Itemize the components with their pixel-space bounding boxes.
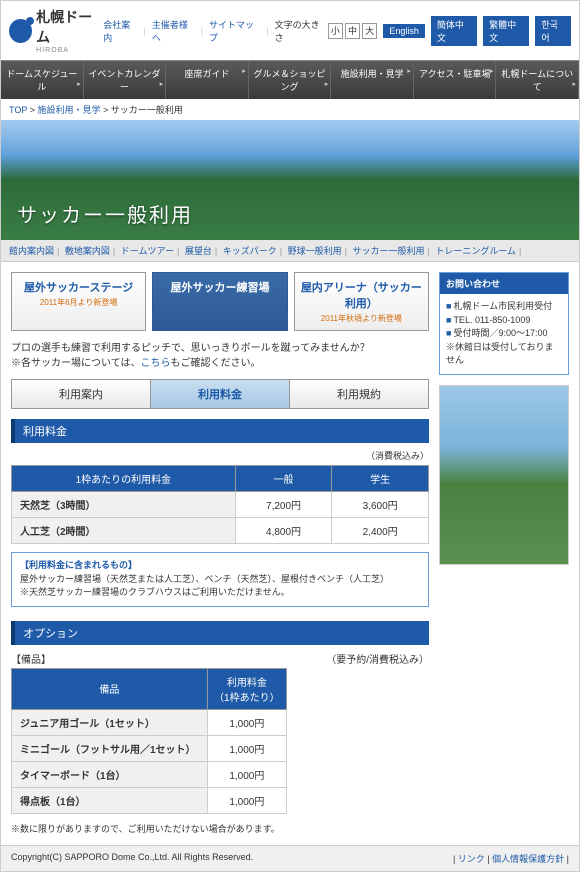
global-nav: ドームスケジュール イベントカレンダー 座席ガイド グルメ＆ショッピング 施設利… [1, 60, 579, 99]
font-size-switcher: 文字の大きさ 小 中 大 [275, 18, 378, 44]
gnav-schedule[interactable]: ドームスケジュール [1, 61, 84, 99]
gnav-gourmet[interactable]: グルメ＆ショッピング [249, 61, 332, 99]
table-row: 天然芝（3時間） 7,200円 3,600円 [12, 492, 429, 518]
sn-soccer[interactable]: サッカー一般利用 [352, 246, 424, 256]
tab-price[interactable]: 利用料金 [151, 380, 290, 408]
copyright: Copyright(C) SAPPORO Dome Co.,Ltd. All R… [11, 852, 253, 865]
sn-baseball[interactable]: 野球一般利用 [288, 246, 342, 256]
link-company[interactable]: 会社案内 [103, 18, 137, 44]
contact-box: お問い合わせ ■札幌ドーム市民利用受付 ■TEL. 011-850-1009 ■… [439, 272, 569, 375]
header-links: 会社案内| 主催者様へ| サイトマップ| 文字の大きさ 小 中 大 Englis… [103, 16, 571, 46]
contact-title: お問い合わせ [440, 273, 568, 294]
tab-guide[interactable]: 利用案内 [12, 380, 151, 408]
font-small[interactable]: 小 [328, 23, 343, 39]
bc-top[interactable]: TOP [9, 105, 27, 115]
intro-link[interactable]: こちら [141, 358, 171, 369]
table-row: 得点板（1台）1,000円 [12, 787, 287, 813]
site-name: 札幌ドーム [36, 7, 103, 47]
stage-tab-indoor-arena[interactable]: 屋内アリーナ（サッカー利用） 2011年秋頃より新登場 [294, 272, 429, 331]
logo[interactable]: 札幌ドーム HIROBA [9, 7, 103, 54]
gnav-about[interactable]: 札幌ドームについて [496, 61, 579, 99]
lang-en[interactable]: English [383, 24, 425, 38]
footer-link[interactable]: リンク [458, 854, 485, 864]
footer-privacy[interactable]: 個人情報保護方針 [492, 854, 564, 864]
sn-training[interactable]: トレーニングルーム [435, 246, 516, 256]
gnav-facility[interactable]: 施設利用・見学 [331, 61, 414, 99]
tax-note: （消費税込み） [11, 449, 429, 462]
sub-nav: 館内案内図| 敷地案内図| ドームツアー| 展望台| キッズパーク| 野球一般利… [1, 240, 579, 262]
lang-zh1[interactable]: 簡体中文 [431, 16, 477, 46]
price-section-title: 利用料金 [11, 419, 429, 443]
bc-facility[interactable]: 施設利用・見学 [37, 105, 100, 115]
gnav-event[interactable]: イベントカレンダー [84, 61, 167, 99]
site-sub: HIROBA [36, 47, 103, 54]
stage-tabs: 屋外サッカーステージ 2011年6月より新登場 屋外サッカー練習場 屋内アリーナ… [11, 272, 429, 331]
gnav-access[interactable]: アクセス・駐車場 [414, 61, 497, 99]
bc-current: サッカー一般利用 [111, 105, 183, 115]
info-tabs: 利用案内 利用料金 利用規約 [11, 379, 429, 409]
table-row: 人工芝（2時間） 4,800円 2,400円 [12, 518, 429, 544]
logo-icon [9, 19, 32, 43]
font-mid[interactable]: 中 [345, 23, 360, 39]
link-sitemap[interactable]: サイトマップ [209, 18, 260, 44]
footer: Copyright(C) SAPPORO Dome Co.,Ltd. All R… [1, 845, 579, 871]
gnav-seat[interactable]: 座席ガイド [166, 61, 249, 99]
table-row: ミニゴール（フットサル用／1セット）1,000円 [12, 735, 287, 761]
tab-terms[interactable]: 利用規約 [290, 380, 428, 408]
link-organizer[interactable]: 主催者様へ [152, 18, 195, 44]
option-table: 備品 利用料金 （1枠あたり） ジュニア用ゴール（1セット）1,000円 ミニゴ… [11, 668, 287, 814]
sn-tour[interactable]: ドームツアー [121, 246, 174, 256]
price-note: 【利用料金に含まれるもの】 屋外サッカー練習場（天然芝または人工芝）、ベンチ（天… [11, 552, 429, 607]
table-row: タイマーボード（1台）1,000円 [12, 761, 287, 787]
lang-ko[interactable]: 한국어 [535, 16, 571, 46]
price-table: 1枠あたりの利用料金 一般 学生 天然芝（3時間） 7,200円 3,600円 … [11, 465, 429, 544]
header: 札幌ドーム HIROBA 会社案内| 主催者様へ| サイトマップ| 文字の大きさ… [1, 1, 579, 60]
main-content: 屋外サッカーステージ 2011年6月より新登場 屋外サッカー練習場 屋内アリーナ… [11, 272, 429, 835]
intro-text: プロの選手も練習で利用するピッチで、思いっきりボールを蹴ってみませんか？ ※各サ… [11, 341, 429, 371]
page-title: サッカー一般利用 [17, 199, 193, 228]
sn-obs[interactable]: 展望台 [185, 246, 212, 256]
option-sub: 【備品】 （要予約/消費税込み） [11, 651, 429, 666]
hero: サッカー一般利用 [1, 120, 579, 240]
option-section-title: オプション [11, 621, 429, 645]
lang-zh2[interactable]: 繁體中文 [483, 16, 529, 46]
stage-tab-outdoor-practice[interactable]: 屋外サッカー練習場 [152, 272, 287, 331]
sn-site-map[interactable]: 敷地案内図 [65, 246, 110, 256]
side-image [439, 385, 569, 565]
table-row: ジュニア用ゴール（1セット）1,000円 [12, 709, 287, 735]
font-large[interactable]: 大 [362, 23, 377, 39]
sidebar: お問い合わせ ■札幌ドーム市民利用受付 ■TEL. 011-850-1009 ■… [439, 272, 569, 835]
breadcrumb: TOP > 施設利用・見学 > サッカー一般利用 [1, 99, 579, 120]
option-note: ※数に限りがありますので、ご利用いただけない場合があります。 [11, 822, 429, 835]
sn-indoor-map[interactable]: 館内案内図 [9, 246, 54, 256]
sn-kids[interactable]: キッズパーク [223, 246, 277, 256]
stage-tab-outdoor-stage[interactable]: 屋外サッカーステージ 2011年6月より新登場 [11, 272, 146, 331]
